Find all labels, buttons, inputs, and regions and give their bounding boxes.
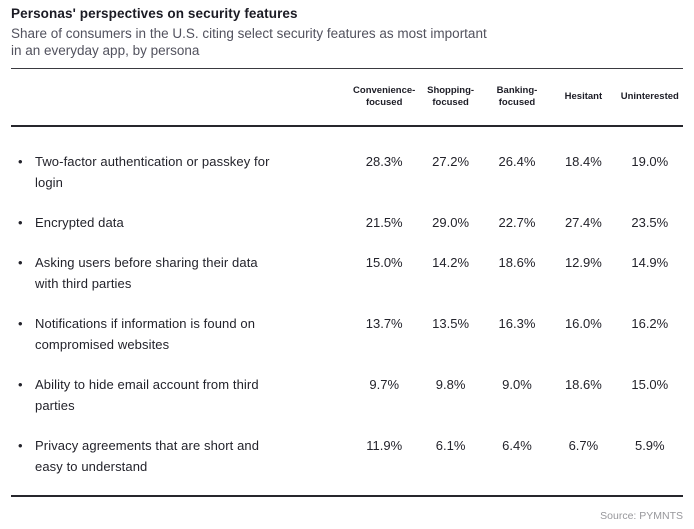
value-cell: 9.0% xyxy=(502,377,532,392)
value-cell: 18.6% xyxy=(498,255,536,270)
value-cell: 13.5% xyxy=(432,316,470,331)
column-header-hesitant: Hesitant xyxy=(564,91,603,102)
value-cell: 6.1% xyxy=(435,438,466,453)
table-header-row: Convenience-focused Shopping-focused Ban… xyxy=(11,69,683,125)
column-header-uninterested: Uninterested xyxy=(620,91,679,102)
value-cell: 14.2% xyxy=(432,255,470,270)
value-cell: 29.0% xyxy=(432,215,470,230)
value-cell: 23.5% xyxy=(631,215,669,230)
value-cell: 28.3% xyxy=(365,154,403,169)
feature-cell: • Privacy agreements that are short and … xyxy=(11,435,351,477)
value-cell: 5.9% xyxy=(634,438,665,453)
value-cell: 14.9% xyxy=(631,255,669,270)
value-cell: 12.9% xyxy=(564,255,602,270)
column-header-banking: Banking-focused xyxy=(496,85,538,108)
figure-header: Personas' perspectives on security featu… xyxy=(11,6,683,59)
source-label: Source: PYMNTS xyxy=(600,510,683,522)
value-cell: 11.9% xyxy=(366,438,403,453)
feature-label: Two-factor authentication or passkey for… xyxy=(35,154,270,190)
value-cell: 27.2% xyxy=(432,154,470,169)
value-cell: 16.3% xyxy=(498,316,536,331)
value-cell: 15.0% xyxy=(631,377,669,392)
feature-label: Notifications if information is found on… xyxy=(35,316,256,352)
bullet-icon: • xyxy=(18,154,23,169)
bullet-icon: • xyxy=(18,215,23,230)
value-cell: 9.8% xyxy=(435,377,466,392)
table-row: • Privacy agreements that are short and … xyxy=(11,435,683,477)
figure-subtitle: Share of consumers in the U.S. citing se… xyxy=(11,25,683,59)
value-cell: 9.7% xyxy=(369,377,400,392)
value-cell: 19.0% xyxy=(631,154,669,169)
table-row: • Ability to hide email account from thi… xyxy=(11,374,683,416)
feature-label: Encrypted data xyxy=(35,215,124,230)
value-cell: 15.0% xyxy=(365,255,403,270)
subtitle-line-1: Share of consumers in the U.S. citing se… xyxy=(11,26,487,41)
bullet-icon: • xyxy=(18,377,23,392)
column-header-shopping: Shopping-focused xyxy=(427,85,475,108)
bullet-icon: • xyxy=(18,438,23,453)
value-cell: 16.0% xyxy=(564,316,602,331)
value-cell: 21.5% xyxy=(365,215,403,230)
value-cell: 13.7% xyxy=(365,316,403,331)
value-cell: 16.2% xyxy=(631,316,669,331)
feature-cell: • Asking users before sharing their data… xyxy=(11,252,351,294)
bullet-icon: • xyxy=(18,255,23,270)
header-divider xyxy=(11,125,683,127)
bullet-icon: • xyxy=(18,316,23,331)
feature-label: Asking users before sharing their data w… xyxy=(35,255,258,291)
feature-cell: • Two-factor authentication or passkey f… xyxy=(11,151,351,193)
value-cell: 22.7% xyxy=(498,215,536,230)
table-row: • Two-factor authentication or passkey f… xyxy=(11,151,683,193)
page-title: Personas' perspectives on security featu… xyxy=(11,6,298,21)
figure-footer: Source: PYMNTS xyxy=(11,510,683,523)
subtitle-line-2: in an everyday app, by persona xyxy=(11,43,200,58)
feature-cell: • Notifications if information is found … xyxy=(11,313,351,355)
value-cell: 26.4% xyxy=(498,154,536,169)
table-row: • Encrypted data 21.5% 29.0% 22.7% 27.4%… xyxy=(11,212,683,233)
value-cell: 18.4% xyxy=(564,154,602,169)
column-header-convenience: Convenience-focused xyxy=(353,85,416,108)
value-cell: 18.6% xyxy=(564,377,602,392)
table-row: • Notifications if information is found … xyxy=(11,313,683,355)
value-cell: 27.4% xyxy=(564,215,602,230)
value-cell: 6.7% xyxy=(568,438,599,453)
bottom-divider xyxy=(11,495,683,497)
top-divider xyxy=(11,68,683,69)
feature-cell: • Ability to hide email account from thi… xyxy=(11,374,351,416)
table-body: • Two-factor authentication or passkey f… xyxy=(11,151,683,477)
value-cell: 6.4% xyxy=(502,438,532,453)
feature-label: Ability to hide email account from third… xyxy=(35,377,259,413)
feature-label: Privacy agreements that are short and ea… xyxy=(35,438,260,474)
table-row: • Asking users before sharing their data… xyxy=(11,252,683,294)
feature-cell: • Encrypted data xyxy=(11,212,351,233)
